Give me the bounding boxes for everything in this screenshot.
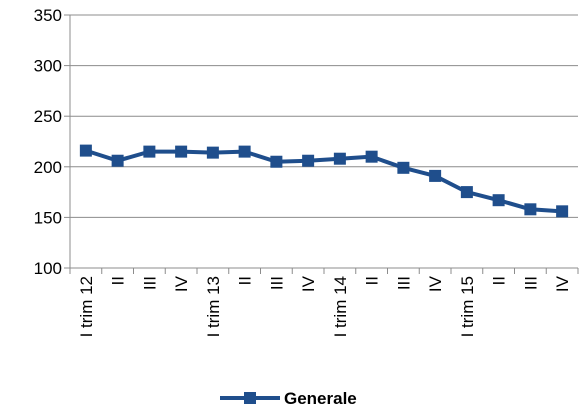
axes [64, 14, 579, 274]
data-point [111, 154, 124, 167]
data-point [333, 152, 346, 165]
data-point [524, 203, 537, 216]
x-tick-label: II [490, 276, 509, 285]
x-tick-label: III [394, 276, 413, 290]
x-tick-label: IV [553, 275, 572, 292]
x-tick-label: I trim 13 [204, 276, 223, 337]
y-tick-label: 150 [34, 208, 62, 227]
series-layer [79, 144, 569, 218]
data-point [302, 154, 315, 167]
gridlines [70, 14, 578, 218]
legend: Generale [220, 389, 357, 408]
legend-label-generale: Generale [284, 389, 357, 408]
x-tick-labels: I trim 12 II III IV I trim 13 II III IV I trim 1… [77, 275, 572, 337]
y-tick-label: 300 [34, 57, 62, 76]
data-point [397, 161, 410, 174]
x-tick-label: IV [172, 275, 191, 292]
legend-marker-generale [244, 392, 256, 404]
data-point [79, 144, 92, 157]
data-point [365, 150, 378, 163]
y-tick-label: 250 [34, 107, 62, 126]
x-tick-label: III [267, 276, 286, 290]
x-tick-label: I trim 15 [458, 276, 477, 337]
x-tick-label: III [140, 276, 159, 290]
y-tick-label: 100 [34, 259, 62, 278]
x-tick-label: I trim 14 [331, 276, 350, 337]
data-point [270, 155, 283, 168]
y-tick-label: 350 [34, 6, 62, 25]
x-tick-label: II [109, 276, 128, 285]
x-tick-label: III [521, 276, 540, 290]
data-point [492, 194, 505, 207]
data-point [460, 186, 473, 199]
x-tick-label: IV [426, 275, 445, 292]
data-point [143, 145, 156, 158]
x-tick-label: II [363, 276, 382, 285]
data-point [175, 145, 188, 158]
data-point [238, 145, 251, 158]
y-tick-labels: 100 150 200 250 300 350 [34, 6, 62, 278]
x-tick-label: I trim 12 [77, 276, 96, 337]
data-point [206, 146, 219, 159]
x-tick-label: IV [299, 275, 318, 292]
data-point [429, 169, 442, 182]
data-point [556, 205, 569, 218]
y-tick-label: 200 [34, 158, 62, 177]
series-line-generale [85, 148, 563, 214]
x-tick-label: II [236, 276, 255, 285]
